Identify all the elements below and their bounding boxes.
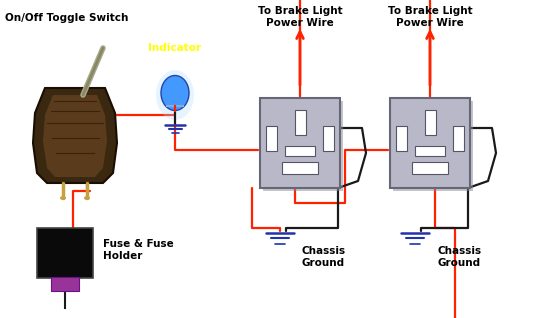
- Text: To Brake Light
Power Wire: To Brake Light Power Wire: [258, 6, 342, 28]
- FancyBboxPatch shape: [285, 146, 315, 156]
- FancyBboxPatch shape: [390, 98, 470, 188]
- FancyBboxPatch shape: [282, 162, 318, 174]
- FancyBboxPatch shape: [415, 146, 445, 156]
- FancyBboxPatch shape: [396, 126, 407, 151]
- Text: Fuse & Fuse
Holder: Fuse & Fuse Holder: [103, 239, 174, 261]
- FancyBboxPatch shape: [51, 277, 79, 291]
- FancyBboxPatch shape: [295, 110, 305, 135]
- Polygon shape: [43, 95, 107, 177]
- FancyBboxPatch shape: [260, 98, 340, 188]
- FancyBboxPatch shape: [263, 101, 343, 191]
- FancyBboxPatch shape: [266, 126, 277, 151]
- Text: Indicator: Indicator: [148, 43, 201, 53]
- Ellipse shape: [84, 196, 90, 200]
- Ellipse shape: [60, 196, 66, 200]
- FancyBboxPatch shape: [323, 126, 334, 151]
- Text: Chassis
Ground: Chassis Ground: [302, 246, 346, 268]
- Text: To Brake Light
Power Wire: To Brake Light Power Wire: [388, 6, 472, 28]
- FancyBboxPatch shape: [453, 126, 464, 151]
- Polygon shape: [33, 88, 117, 183]
- FancyBboxPatch shape: [412, 162, 448, 174]
- Ellipse shape: [156, 70, 194, 120]
- FancyBboxPatch shape: [393, 101, 473, 191]
- FancyBboxPatch shape: [37, 228, 93, 278]
- Ellipse shape: [161, 75, 189, 110]
- Text: On/Off Toggle Switch: On/Off Toggle Switch: [5, 13, 128, 23]
- FancyBboxPatch shape: [425, 110, 436, 135]
- Text: Chassis
Ground: Chassis Ground: [437, 246, 481, 268]
